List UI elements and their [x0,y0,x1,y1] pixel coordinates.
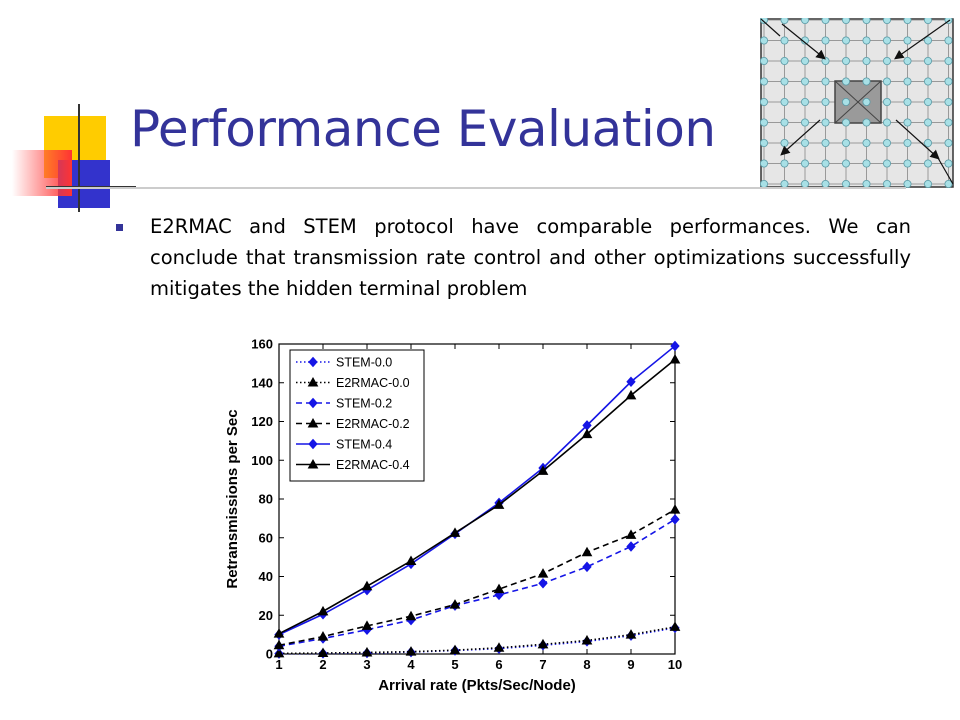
series-line [278,518,676,648]
slide-title: Performance Evaluation [130,100,716,158]
x-tick-label: 8 [583,657,590,672]
data-point-triangle [273,639,285,650]
data-point-triangle [537,568,549,578]
data-point-triangle [405,646,417,656]
y-tick-label: 40 [259,569,273,584]
data-point-triangle [669,621,681,631]
network-grid-illustration [760,18,954,188]
data-point-diamond [670,514,680,525]
data-point-diamond [626,376,636,388]
data-point-triangle [361,646,373,657]
series-e2rmac-0-0 [273,621,681,658]
bullet-marker [116,224,123,231]
data-point-triangle [625,629,637,639]
x-tick-label: 5 [451,657,458,672]
legend-entry-label: E2RMAC-0.0 [336,376,410,390]
x-tick-label: 3 [363,657,370,672]
y-tick-label: 60 [259,530,273,545]
data-point-diamond [308,397,318,409]
legend-entry-label: STEM-0.0 [336,356,392,370]
x-tick-label: 4 [407,657,415,672]
y-tick-label: 0 [266,647,273,662]
y-tick-label: 120 [251,414,273,429]
data-point-triangle [493,642,505,652]
data-point-diamond [582,561,592,573]
corner-vertical-rule [78,104,80,212]
data-point-triangle [669,504,681,514]
chart-legend: STEM-0.0 E2RMAC-0.0 STEM-0.2 E2RMAC-0.2 STEM… [289,349,425,482]
series-line [278,358,676,635]
data-point-triangle [405,555,417,565]
data-point-triangle [537,465,549,475]
legend-entry-label: STEM-0.2 [336,397,392,411]
x-axis-label: Arrival rate (Pkts/Sec/Node) [378,677,576,694]
data-point-triangle [449,527,461,537]
data-point-triangle [449,599,461,609]
data-point-triangle [273,628,285,638]
data-point-triangle [317,647,329,658]
data-point-triangle [405,610,417,621]
data-point-diamond [626,541,636,552]
data-point-diamond [308,356,318,368]
data-point-triangle [581,546,593,557]
x-tick-label: 1 [275,657,282,672]
y-tick-label: 80 [259,492,273,507]
title-underline [46,187,906,189]
data-point-diamond [308,438,318,450]
data-point-triangle [361,580,373,591]
data-point-triangle [361,620,373,630]
y-tick-label: 160 [251,337,273,352]
data-point-triangle [449,644,461,655]
retransmissions-line-chart: 1 2 3 4 5 6 7 8 9 10020406080100120140160Arrival … [224,337,682,695]
y-tick-label: 100 [251,453,273,468]
data-point-triangle [317,631,329,641]
data-point-triangle [307,417,319,428]
data-point-triangle [493,583,505,594]
data-point-triangle [493,499,505,509]
data-point-triangle [581,428,593,439]
data-point-triangle [307,458,319,469]
data-point-triangle [273,647,285,658]
legend-entry-label: E2RMAC-0.2 [336,417,410,431]
data-point-triangle [307,376,319,387]
data-point-diamond [538,578,548,589]
data-point-triangle [625,529,637,539]
x-tick-label: 7 [539,657,546,672]
data-point-triangle [581,634,593,645]
y-tick-label: 20 [259,608,273,623]
data-point-triangle [625,389,637,400]
corner-red-block [12,150,72,196]
data-point-triangle [317,605,329,616]
data-point-diamond [494,589,504,601]
data-point-diamond [670,340,680,352]
data-point-triangle [669,353,681,364]
x-tick-label: 10 [668,657,682,672]
legend-entry-label: E2RMAC-0.4 [336,458,410,472]
series-e2rmac-0-2 [273,504,681,650]
data-point-triangle [537,638,549,649]
x-tick-label: 9 [627,657,634,672]
legend-box [289,349,425,482]
x-tick-label: 2 [319,657,326,672]
bullet-text: E2RMAC and STEM protocol have comparable… [150,215,911,300]
series-e2rmac-0-4 [273,353,681,638]
legend-entry-label: STEM-0.4 [336,438,392,452]
x-tick-label: 6 [495,657,502,672]
y-axis-label: Retransmissions per Sec [224,409,241,588]
series-line [278,508,676,647]
y-tick-label: 140 [251,375,273,390]
